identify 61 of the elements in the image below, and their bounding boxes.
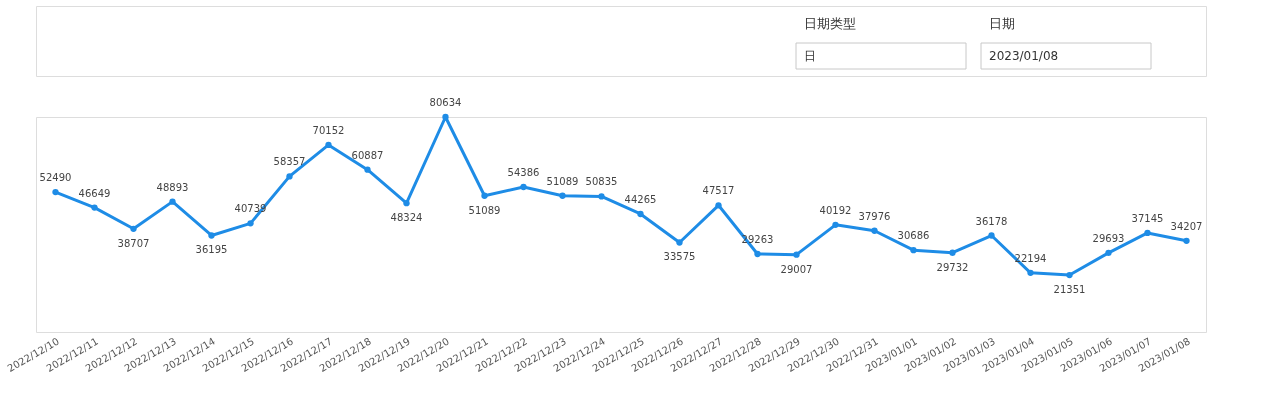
- data-label: 48893: [156, 181, 189, 193]
- data-label: 48324: [390, 212, 423, 224]
- point: [871, 227, 878, 234]
- point: [325, 141, 332, 149]
- point: [364, 166, 371, 173]
- data-label: 34207: [1170, 220, 1203, 232]
- data-label: 37976: [858, 210, 891, 222]
- data-label: 80634: [429, 97, 462, 108]
- data-label: 58357: [273, 156, 306, 168]
- data-label: 51089: [546, 175, 579, 187]
- point: [520, 183, 527, 191]
- data-label: 70152: [312, 124, 345, 136]
- point: [91, 204, 98, 211]
- point: [676, 239, 683, 246]
- point: [949, 249, 956, 256]
- data-label: 37145: [1131, 212, 1164, 224]
- point: [442, 113, 449, 121]
- point: [247, 220, 254, 227]
- data-label: 54386: [507, 166, 540, 178]
- point: [286, 173, 293, 180]
- point: [403, 199, 410, 207]
- point: [1066, 271, 1073, 279]
- point: [1144, 229, 1151, 237]
- data-label: 40192: [819, 204, 852, 216]
- data-label: 29007: [780, 263, 813, 275]
- text: 日: [804, 49, 816, 63]
- point: [988, 232, 995, 239]
- point: [910, 247, 917, 254]
- data-label: 29693: [1092, 232, 1125, 244]
- data-label: 44265: [624, 193, 657, 205]
- point: [1027, 269, 1034, 276]
- point: [130, 225, 137, 232]
- point: [715, 202, 722, 209]
- point: [481, 192, 488, 199]
- point: [793, 251, 800, 258]
- point: [1183, 237, 1190, 244]
- data-label: 38707: [117, 237, 150, 249]
- text: 日期类型: [804, 16, 856, 31]
- data-label: 33575: [663, 251, 696, 263]
- point: [1105, 249, 1112, 256]
- point: [832, 221, 839, 228]
- point: [559, 192, 566, 199]
- data-label: 30686: [897, 230, 930, 242]
- data-label: 46649: [78, 187, 111, 199]
- data-label: 60887: [351, 149, 384, 161]
- text: 2023/01/08: [989, 49, 1059, 63]
- point: [52, 188, 59, 196]
- data-label: 47517: [702, 185, 735, 197]
- point: [637, 210, 644, 218]
- point: [598, 193, 605, 200]
- point: [754, 250, 761, 258]
- data-label: 36178: [975, 215, 1008, 227]
- data-label: 51089: [468, 204, 501, 216]
- point: [169, 198, 176, 205]
- data-label: 52490: [39, 172, 72, 184]
- data-label: 36195: [195, 244, 228, 256]
- data-label: 21351: [1053, 284, 1086, 296]
- text: 日期: [989, 16, 1015, 31]
- data-label: 50835: [585, 176, 618, 188]
- data-label: 29732: [936, 261, 969, 273]
- point: [208, 232, 215, 239]
